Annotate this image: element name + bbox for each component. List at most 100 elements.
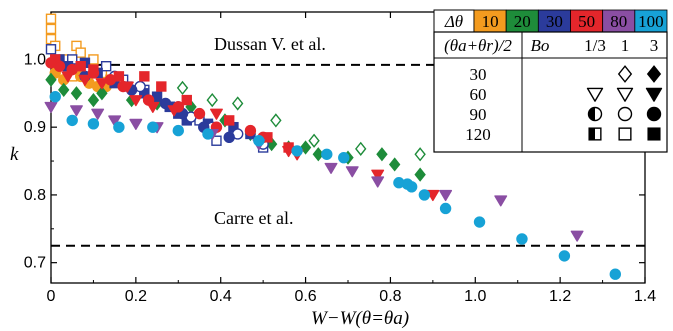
x-tick-label: 0.6: [294, 288, 316, 305]
y-tick-label: 0.9: [24, 119, 46, 136]
data-point: [70, 105, 83, 117]
data-point: [129, 118, 143, 130]
marker-legend-bo-value: 1/3: [584, 36, 606, 55]
data-point: [88, 54, 99, 65]
data-point: [516, 233, 528, 245]
data-point: [645, 87, 663, 102]
data-point: [558, 250, 571, 262]
data-point: [439, 189, 453, 202]
data-point: [45, 23, 57, 35]
data-point: [78, 74, 92, 86]
data-point: [647, 127, 661, 141]
data-point: [473, 216, 486, 228]
data-point: [96, 86, 108, 101]
data-point: [58, 82, 70, 98]
data-point: [321, 148, 333, 160]
data-point: [587, 106, 603, 122]
y-tick-label: 1.0: [24, 51, 46, 68]
data-point: [586, 87, 604, 102]
data-point: [156, 81, 167, 92]
delta-theta-label: 100: [638, 12, 664, 31]
data-point: [388, 157, 401, 172]
data-point: [618, 127, 632, 141]
data-point: [646, 65, 662, 83]
data-point: [253, 135, 265, 147]
data-point: [139, 71, 150, 82]
delta-theta-label: 80: [610, 12, 627, 31]
data-point: [147, 121, 159, 133]
data-point: [418, 189, 431, 201]
data-point: [616, 87, 634, 102]
x-tick-label: 1.0: [464, 288, 486, 305]
marker-legend-row-label: 90: [470, 105, 487, 124]
data-point: [44, 101, 58, 114]
x-tick-label: 0.4: [210, 288, 232, 305]
data-point: [646, 106, 662, 122]
marker-legend-bo-label: Bo: [531, 36, 550, 55]
delta-theta-label: 30: [546, 12, 563, 31]
data-point: [61, 71, 75, 83]
data-point: [87, 118, 100, 130]
x-tick-label: 1.4: [634, 288, 656, 305]
data-point: [376, 147, 388, 162]
data-point: [439, 202, 452, 215]
delta-theta-label: 20: [514, 12, 531, 31]
y-tick-label: 0.7: [24, 255, 46, 272]
data-point: [371, 176, 385, 188]
marker-legend-row-label: 30: [470, 65, 487, 84]
data-point: [129, 95, 143, 107]
data-point: [223, 115, 235, 126]
data-point: [206, 92, 218, 108]
data-point: [45, 72, 57, 87]
data-point: [108, 115, 122, 127]
delta-theta-label: 50: [578, 12, 595, 31]
data-point: [355, 141, 367, 156]
data-point: [244, 124, 257, 137]
data-point: [210, 108, 223, 120]
data-point: [176, 80, 189, 96]
y-tick-label: 0.8: [24, 187, 46, 204]
x-tick-label: 0.8: [379, 288, 401, 305]
data-point: [181, 94, 192, 106]
marker-legend-bo-value: 1: [621, 36, 630, 55]
data-point: [617, 65, 633, 83]
data-point: [45, 44, 57, 55]
reference-line-label-carre: Carre et al.: [214, 208, 293, 228]
data-point: [49, 90, 61, 103]
data-point: [87, 92, 100, 108]
data-point: [211, 135, 222, 146]
data-point: [167, 105, 181, 117]
data-point: [146, 101, 160, 114]
data-point: [291, 145, 303, 157]
marker-legend-row-label: 60: [470, 85, 487, 104]
data-point: [223, 131, 235, 144]
data-point: [414, 147, 426, 162]
data-point: [231, 96, 244, 111]
data-point: [405, 181, 418, 193]
marker-legend-row-label: 120: [465, 125, 491, 144]
data-point: [100, 61, 112, 72]
data-point: [193, 107, 206, 120]
data-point: [609, 268, 621, 280]
x-axis-label: W−W(θ=θa): [311, 308, 409, 329]
data-point: [324, 162, 338, 174]
data-point: [345, 166, 359, 178]
data-point: [45, 13, 57, 24]
data-point: [66, 114, 78, 127]
data-point: [270, 113, 282, 128]
data-point: [172, 124, 184, 137]
data-point: [338, 151, 350, 164]
data-point: [75, 47, 86, 58]
marker-legend-bo-value: 3: [650, 36, 659, 55]
data-point: [91, 108, 105, 120]
data-point: [588, 127, 602, 141]
delta-theta-label: 10: [482, 12, 499, 31]
data-point: [202, 128, 214, 140]
data-point: [113, 121, 125, 133]
x-tick-label: 0: [47, 288, 56, 305]
data-point: [120, 81, 134, 93]
data-point: [299, 140, 312, 155]
data-point: [95, 78, 109, 90]
reference-line-label-dussan: Dussan V. et al.: [214, 34, 326, 54]
